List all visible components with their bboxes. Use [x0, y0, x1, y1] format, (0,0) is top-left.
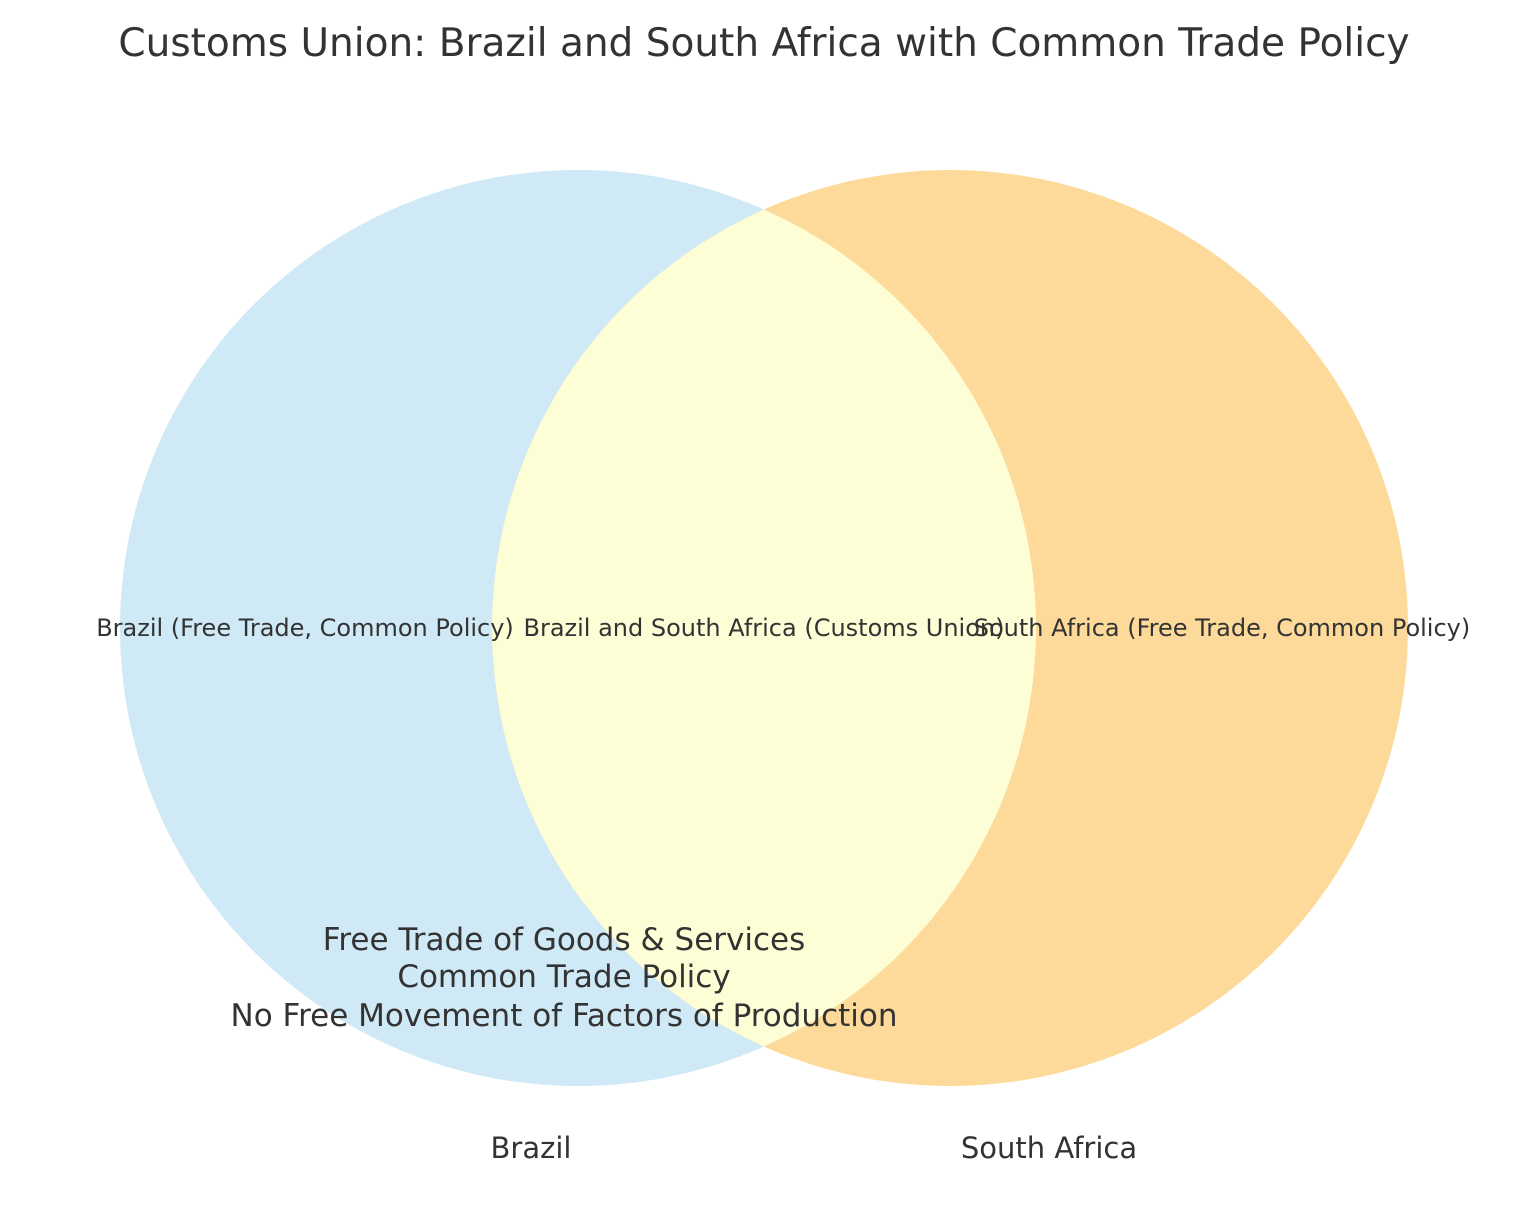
intersection-region-label: Brazil and South Africa (Customs Union)	[524, 614, 1005, 642]
brazil-region-label: Brazil (Free Trade, Common Policy)	[96, 614, 514, 642]
note-line-free-trade: Free Trade of Goods & Services	[323, 922, 805, 958]
intersection-region	[492, 170, 1036, 1086]
south-africa-region-label: South Africa (Free Trade, Common Policy)	[974, 614, 1470, 642]
note-line-no-factor-movement: No Free Movement of Factors of Productio…	[231, 998, 898, 1034]
diagram-title: Customs Union: Brazil and South Africa w…	[118, 21, 1409, 66]
brazil-set-label: Brazil	[491, 1131, 572, 1165]
note-line-common-policy: Common Trade Policy	[397, 959, 730, 995]
south-africa-set-label: South Africa	[961, 1131, 1137, 1165]
